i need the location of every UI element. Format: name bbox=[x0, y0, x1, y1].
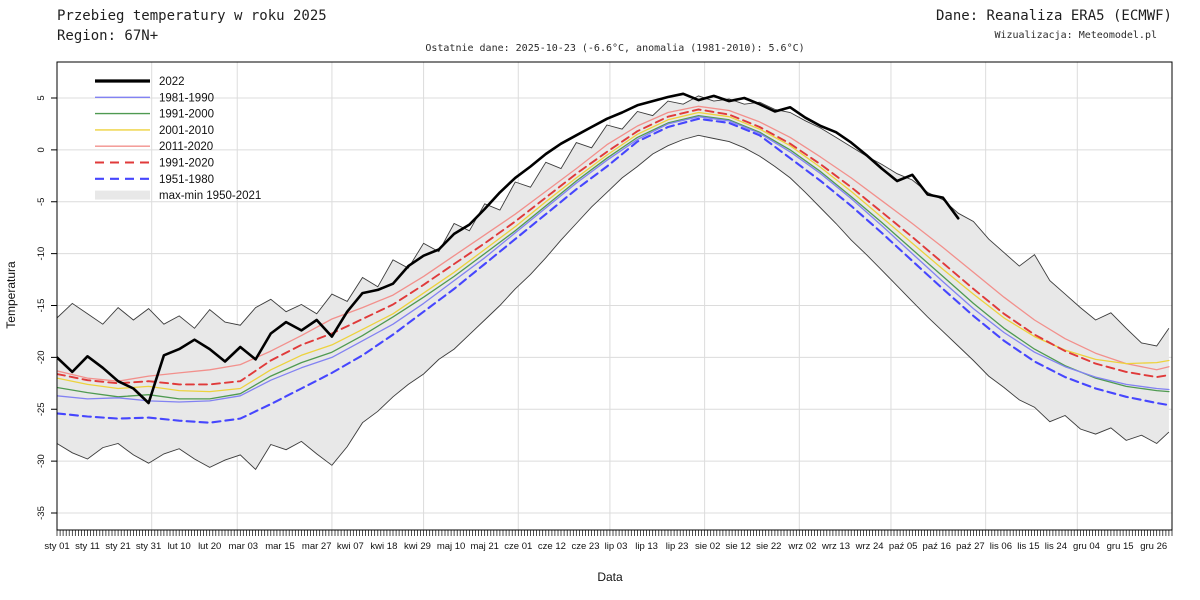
legend: 2022 1981-1990 1991-2000 2001-2010 2011-2020… bbox=[95, 76, 261, 202]
x-tick-label: lis 06 bbox=[990, 541, 1012, 552]
legend-item-2022: 2022 bbox=[95, 76, 185, 88]
series-2001-2010-line bbox=[57, 111, 1170, 393]
x-tick-label: maj 10 bbox=[437, 541, 466, 552]
series-1951-1980-line bbox=[57, 117, 1170, 424]
y-tick-label: -35 bbox=[36, 506, 47, 520]
band-min-edge bbox=[57, 134, 1170, 471]
x-tick-label: lip 23 bbox=[666, 541, 689, 552]
legend-item-1981-1990: 1981-1990 bbox=[95, 92, 214, 104]
y-tick-label: -10 bbox=[36, 247, 47, 261]
x-tick-label: lip 03 bbox=[605, 541, 628, 552]
x-tick-label: sie 12 bbox=[726, 541, 751, 552]
legend-band-swatch bbox=[95, 190, 150, 200]
legend-item-1991-2000: 1991-2000 bbox=[95, 109, 214, 121]
legend-item-1991-2020: 1991-2020 bbox=[95, 158, 214, 170]
x-tick-label: sty 31 bbox=[136, 541, 161, 552]
x-tick-label: cze 12 bbox=[538, 541, 566, 552]
x-tick-label: lip 13 bbox=[635, 541, 658, 552]
x-tick-label: sie 02 bbox=[695, 541, 720, 552]
y-tick-label: -15 bbox=[36, 299, 47, 313]
x-tick-label: mar 27 bbox=[302, 541, 332, 552]
x-tick-label: gru 04 bbox=[1073, 541, 1100, 552]
x-tick-label: paź 27 bbox=[956, 541, 985, 552]
legend-item-label: 1991-2020 bbox=[159, 158, 214, 170]
series-1991-2000-line bbox=[57, 114, 1170, 400]
legend-item-label: 1981-1990 bbox=[159, 92, 214, 104]
y-tick-label: -30 bbox=[36, 454, 47, 468]
y-axis: 5 0 -5 -10 -15 -20 -25 -30 -35 bbox=[36, 95, 57, 520]
page-title: Przebieg temperatury w roku 2025 bbox=[57, 8, 327, 24]
x-tick-label: gru 26 bbox=[1140, 541, 1167, 552]
legend-item-label: 2001-2010 bbox=[159, 125, 214, 137]
x-tick-label: gru 15 bbox=[1107, 541, 1134, 552]
legend-item-1951-1980: 1951-1980 bbox=[95, 174, 214, 186]
y-tick-label: -25 bbox=[36, 402, 47, 416]
legend-item-label: 1991-2000 bbox=[159, 109, 214, 121]
legend-item-label: 2011-2020 bbox=[159, 141, 213, 153]
x-tick-label: mar 15 bbox=[265, 541, 295, 552]
x-tick-label: maj 21 bbox=[470, 541, 499, 552]
x-tick-label: wrz 02 bbox=[787, 541, 816, 552]
legend-item-label: 2022 bbox=[159, 76, 185, 88]
x-tick-label: kwi 07 bbox=[337, 541, 364, 552]
y-tick-label: -5 bbox=[36, 198, 47, 206]
legend-item-2011-2020: 2011-2020 bbox=[95, 141, 213, 153]
legend-item-2001-2010: 2001-2010 bbox=[95, 125, 214, 137]
legend-item-max-min-1950-2021: max-min 1950-2021 bbox=[95, 190, 261, 202]
y-axis-title: Temperatura bbox=[4, 261, 18, 329]
x-tick-label: wrz 13 bbox=[821, 541, 850, 552]
x-axis-title: Data bbox=[597, 570, 623, 584]
max-min-band bbox=[57, 95, 1169, 470]
x-tick-label: paź 16 bbox=[923, 541, 952, 552]
x-tick-label: sie 22 bbox=[756, 541, 781, 552]
x-tick-label: cze 01 bbox=[504, 541, 532, 552]
x-tick-label: kwi 18 bbox=[370, 541, 397, 552]
x-tick-label: lut 20 bbox=[198, 541, 221, 552]
plot-border bbox=[56, 61, 1173, 531]
x-tick-label: kwi 29 bbox=[404, 541, 431, 552]
legend-item-label: 1951-1980 bbox=[159, 174, 214, 186]
x-tick-label: lut 10 bbox=[168, 541, 191, 552]
series-2011-2020-line bbox=[57, 105, 1170, 382]
y-tick-label: 5 bbox=[36, 95, 47, 100]
x-tick-label: mar 03 bbox=[229, 541, 259, 552]
y-tick-label: -20 bbox=[36, 351, 47, 365]
x-tick-label: cze 23 bbox=[572, 541, 600, 552]
x-tick-label: wrz 24 bbox=[855, 541, 884, 552]
series-2022-line bbox=[57, 92, 960, 405]
band-max-edge bbox=[57, 95, 1170, 347]
y-tick-label: 0 bbox=[36, 147, 47, 152]
series-1991-2020-line bbox=[57, 108, 1170, 386]
legend-item-label: max-min 1950-2021 bbox=[159, 190, 261, 202]
x-tick-label: lis 24 bbox=[1045, 541, 1067, 552]
x-axis-labels: sty 01 sty 11 sty 21 sty 31 lut 10 lut 20 mar … bbox=[44, 541, 1167, 552]
data-source-label: Dane: Reanaliza ERA5 (ECMWF) bbox=[935, 8, 1172, 24]
series-1981-1990-line bbox=[57, 116, 1170, 403]
x-axis-daily-ticks bbox=[56, 530, 1173, 536]
last-data-subtitle: Ostatnie dane: 2025-10-23 (-6.6°C, anoma… bbox=[425, 43, 805, 54]
x-tick-label: lis 15 bbox=[1017, 541, 1039, 552]
x-tick-label: paź 05 bbox=[889, 541, 918, 552]
region-label: Region: 67N+ bbox=[57, 28, 159, 44]
x-tick-label: sty 11 bbox=[75, 541, 100, 552]
x-tick-label: sty 21 bbox=[105, 541, 130, 552]
visualization-credit: Wizualizacja: Meteomodel.pl bbox=[994, 30, 1157, 41]
x-tick-label: sty 01 bbox=[44, 541, 69, 552]
